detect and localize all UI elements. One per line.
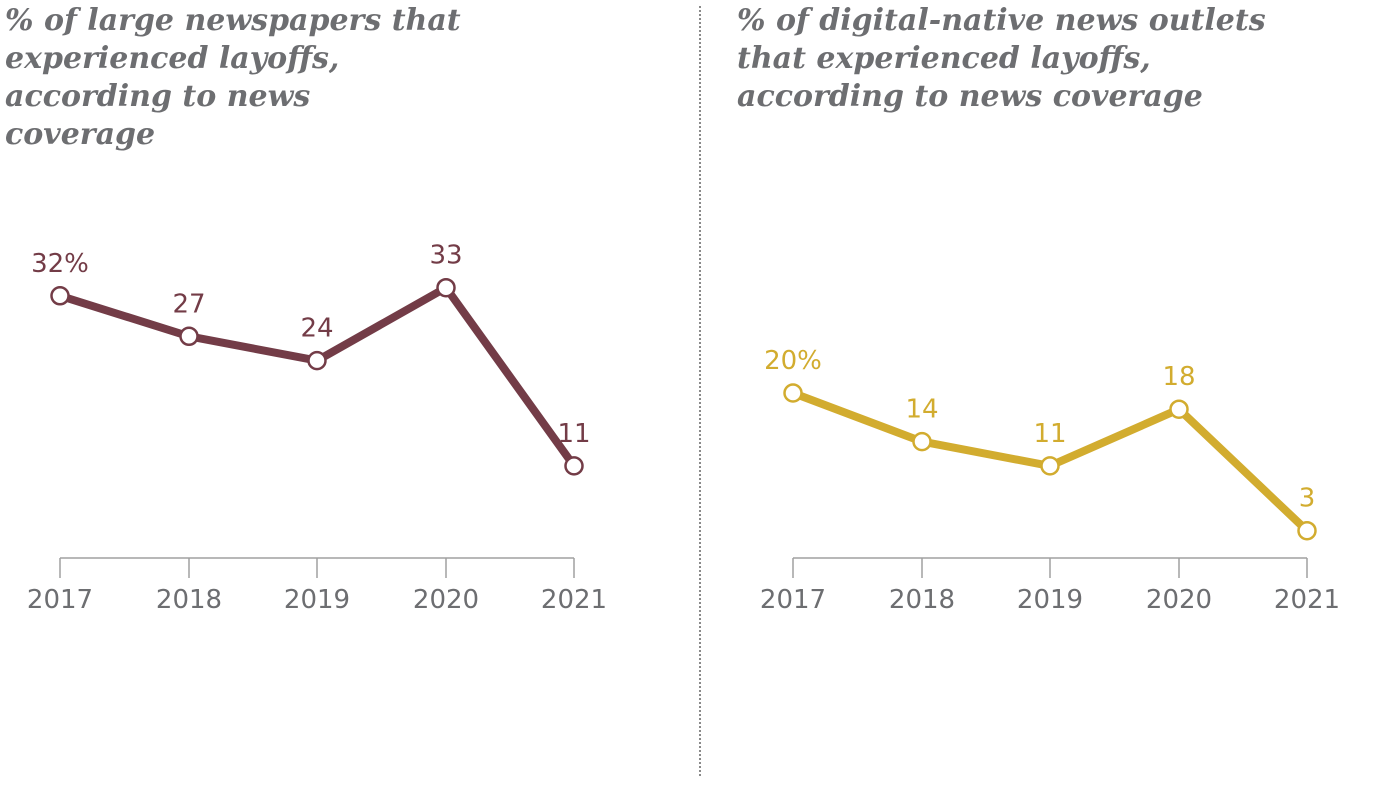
- data-label: 32%: [31, 249, 89, 279]
- data-label: 11: [1033, 419, 1066, 449]
- data-label: 3: [1299, 484, 1316, 514]
- data-point-marker: [50, 286, 70, 306]
- x-tick-label: 2018: [156, 585, 222, 615]
- chart-large-newspapers: 2017 2018 2019 2020 2021 32% 27 24 33 11: [27, 241, 607, 615]
- data-label: 18: [1162, 362, 1195, 392]
- x-tick-label: 2017: [760, 585, 826, 615]
- data-label: 27: [172, 289, 205, 319]
- x-tick-label: 2019: [1017, 585, 1083, 615]
- x-tick-label: 2018: [889, 585, 955, 615]
- data-point-marker: [436, 277, 456, 298]
- chart-title-large-newspapers: % of large newspapers that experienced l…: [5, 3, 461, 152]
- data-label: 20%: [764, 346, 822, 376]
- data-point-marker: [783, 383, 803, 403]
- panel-divider: [699, 6, 701, 776]
- data-point-marker: [912, 431, 932, 452]
- data-label: 14: [905, 395, 938, 425]
- data-label: 33: [429, 241, 462, 271]
- data-point-marker: [179, 326, 199, 347]
- data-point-marker: [1169, 399, 1189, 419]
- data-label: 24: [300, 314, 333, 344]
- x-tick-label: 2021: [1274, 585, 1340, 615]
- x-tick-label: 2020: [1146, 585, 1212, 615]
- chart-title-digital-native: % of digital-native news outlets that ex…: [737, 3, 1266, 114]
- x-tick-label: 2020: [413, 585, 479, 615]
- data-point-marker: [1040, 456, 1060, 476]
- data-point-marker: [564, 456, 584, 476]
- data-point-marker: [307, 350, 327, 371]
- data-point-marker: [1297, 520, 1317, 541]
- x-tick-label: 2017: [27, 585, 93, 615]
- x-tick-label: 2021: [541, 585, 607, 615]
- x-tick-label: 2019: [284, 585, 350, 615]
- data-label: 11: [557, 419, 590, 449]
